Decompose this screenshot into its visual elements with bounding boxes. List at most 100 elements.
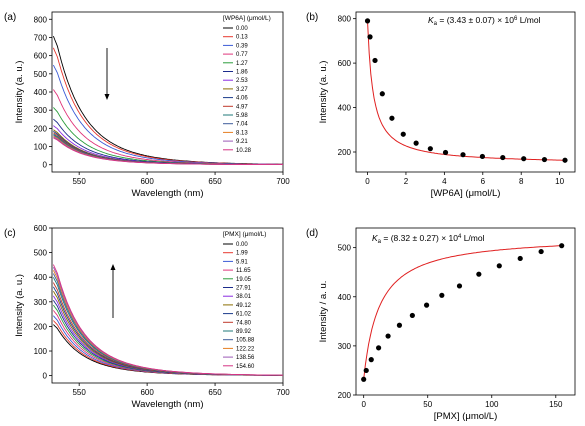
legend-entry: 0.13	[236, 35, 248, 41]
data-point	[372, 57, 378, 64]
data-point	[442, 149, 449, 156]
x-axis-label: [WP6A] (μmol/L)	[431, 188, 501, 199]
legend-entry: 5.91	[236, 259, 248, 265]
series-line-1	[52, 47, 283, 165]
legend-title: [WP6A] (μmol/L)	[223, 15, 271, 22]
y-tick-label: 300	[34, 106, 48, 115]
axes-2: 550 600 650 700 0 100 200 300 400 500 600 Wavelengt…	[4, 224, 290, 410]
y-tick-label: 800	[338, 15, 352, 24]
x-tick-label: 0	[361, 400, 366, 409]
legend-entry: 74.80	[236, 320, 252, 326]
y-tick-label: 300	[34, 298, 48, 307]
spectra-group	[52, 264, 284, 376]
series-line-5	[53, 118, 283, 165]
legend-entry: 0.39	[236, 43, 248, 49]
data-point	[541, 156, 548, 163]
legend-entry: 5.98	[236, 113, 248, 119]
x-tick-label: 0	[365, 177, 370, 186]
data-point	[423, 302, 430, 308]
x-tick-label: 150	[549, 400, 563, 409]
data-point	[439, 292, 445, 298]
y-tick-label: 800	[34, 15, 48, 24]
y-tick-label: 200	[34, 322, 48, 331]
legend-entry: 122.22	[236, 346, 255, 352]
legend-title: [PMX] (μmol/L)	[223, 231, 266, 238]
data-point	[496, 263, 502, 269]
legend-entry: 9.21	[236, 139, 248, 145]
y-tick-label: 100	[34, 143, 48, 152]
data-point	[500, 154, 506, 161]
legend-entry: 4.06	[236, 96, 248, 102]
x-axis-label: Wavelength (nm)	[132, 188, 204, 199]
legend: [WP6A] (μmol/L) 0.00 0.13 0.39 0.77 1.27 1.86 2…	[223, 15, 271, 154]
data-point	[559, 243, 565, 249]
data-point	[562, 157, 568, 163]
legend-entry: 4.97	[236, 104, 248, 110]
x-tick-label: 600	[140, 388, 154, 397]
y-tick-label: 700	[34, 33, 48, 42]
y-tick-label: 0	[43, 372, 48, 381]
x-tick-label: 4	[442, 177, 447, 186]
data-point	[427, 146, 433, 152]
x-tick-label: 6	[481, 177, 486, 186]
plot-frame	[51, 227, 284, 384]
legend-entry: 0.00	[236, 26, 248, 32]
y-axis-label: Intensity (a. u.)	[14, 61, 25, 124]
y-tick-label: 200	[34, 124, 48, 133]
x-tick-label: 550	[72, 388, 86, 397]
legend-entry: 89.92	[236, 329, 252, 335]
legend-entry: 3.27	[236, 87, 248, 93]
data-point	[376, 345, 382, 351]
data-point	[361, 376, 367, 382]
x-axis-label: [PMX] (μmol/L)	[434, 411, 498, 422]
y-tick-label: 200	[338, 148, 352, 157]
y-axis-label: Intensity (a. u.)	[14, 274, 25, 337]
x-tick-label: 50	[423, 400, 432, 409]
legend-entry: 138.56	[236, 355, 255, 361]
x-tick-label: 700	[276, 388, 290, 397]
y-tick-label: 600	[34, 224, 48, 233]
data-point	[409, 312, 415, 319]
legend-entry: 49.12	[236, 303, 252, 309]
ka-annotation: Ka = (3.43 ± 0.07) × 106 L/mol	[428, 15, 541, 27]
panel-label: (b)	[306, 12, 318, 23]
legend-entry: 61.02	[236, 312, 252, 318]
legend: [PMX] (μmol/L) 0.00 1.99 5.91 11.65 19.05 27.9…	[223, 231, 266, 370]
y-tick-label: 600	[338, 59, 352, 68]
y-tick-label: 0	[43, 161, 48, 170]
panel-label: (c)	[4, 228, 16, 239]
legend-entry: 154.60	[236, 364, 255, 370]
y-axis-label: Intensity (a. u.)	[318, 61, 329, 124]
x-tick-label: 700	[276, 177, 290, 186]
legend-entry: 8.13	[236, 130, 248, 136]
y-axis-label: Intensity / a. u.	[318, 281, 329, 343]
legend-entry: 10.28	[236, 148, 252, 154]
y-tick-label: 600	[34, 52, 48, 61]
plot-frame	[355, 227, 576, 396]
spectra-group	[52, 35, 283, 166]
legend-entry: 0.00	[236, 242, 248, 248]
data-point	[521, 156, 527, 162]
trend-arrow-head	[104, 94, 110, 100]
data-point	[368, 357, 374, 363]
data-point	[460, 152, 466, 158]
series-line-14	[52, 264, 283, 376]
data-point	[385, 333, 391, 339]
x-tick-label: 650	[208, 388, 222, 397]
legend-entry: 7.04	[236, 122, 248, 128]
x-tick-label: 8	[519, 177, 524, 186]
legend-entry: 0.77	[236, 52, 248, 58]
legend-entry: 1.27	[236, 61, 248, 67]
axes-3: 0 50 100 150 200 300 400 500 [PMX] (μmol/L) Inten…	[306, 227, 576, 422]
legend-entry: 19.05	[236, 277, 252, 283]
data-point	[367, 34, 373, 40]
y-tick-label: 200	[338, 391, 352, 400]
legend-entry: 2.53	[236, 78, 248, 84]
panel-label: (d)	[306, 228, 318, 239]
data-point	[396, 322, 403, 328]
data-point	[400, 131, 406, 137]
y-tick-label: 400	[338, 293, 352, 302]
x-tick-label: 2	[404, 177, 409, 186]
x-tick-label: 550	[72, 177, 86, 186]
